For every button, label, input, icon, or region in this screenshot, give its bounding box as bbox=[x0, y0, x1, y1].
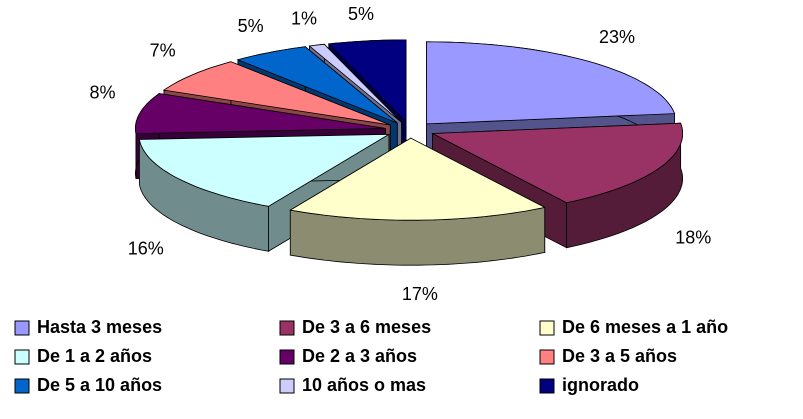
legend-swatch bbox=[279, 349, 295, 365]
legend-swatch bbox=[14, 320, 30, 336]
legend-swatch bbox=[14, 378, 30, 394]
data-label: 5% bbox=[348, 4, 374, 24]
slice bbox=[138, 133, 391, 207]
legend-swatch bbox=[279, 320, 295, 336]
data-label: 17% bbox=[402, 284, 438, 304]
data-label: 8% bbox=[90, 82, 116, 102]
data-label: 16% bbox=[128, 238, 164, 258]
legend-label: ignorado bbox=[562, 375, 639, 395]
legend-label: De 1 a 2 años bbox=[37, 346, 152, 366]
legend-label: De 2 a 3 años bbox=[302, 346, 417, 366]
legend-label: De 5 a 10 años bbox=[37, 375, 162, 395]
data-label: 18% bbox=[675, 228, 711, 248]
slice bbox=[431, 122, 683, 204]
data-label: 7% bbox=[150, 41, 176, 61]
legend-label: De 3 a 5 años bbox=[562, 346, 677, 366]
data-label: 1% bbox=[291, 8, 317, 28]
legend-label: De 3 a 6 meses bbox=[302, 317, 431, 337]
legend-swatch bbox=[539, 320, 555, 336]
slice bbox=[308, 43, 402, 123]
slice bbox=[327, 39, 407, 123]
legend-label: Hasta 3 meses bbox=[37, 317, 162, 337]
legend-swatch bbox=[279, 378, 295, 394]
slice bbox=[134, 93, 386, 135]
data-label: 23% bbox=[599, 27, 635, 47]
legend-label: De 6 meses a 1 año bbox=[562, 317, 728, 337]
legend-swatch bbox=[539, 378, 555, 394]
legend-label: 10 años o mas bbox=[302, 375, 426, 395]
slice bbox=[236, 46, 398, 124]
slice bbox=[289, 137, 546, 221]
slice bbox=[426, 41, 676, 125]
legend-swatch bbox=[14, 349, 30, 365]
slice bbox=[162, 61, 391, 126]
data-label: 5% bbox=[238, 16, 264, 36]
legend-swatch bbox=[539, 349, 555, 365]
